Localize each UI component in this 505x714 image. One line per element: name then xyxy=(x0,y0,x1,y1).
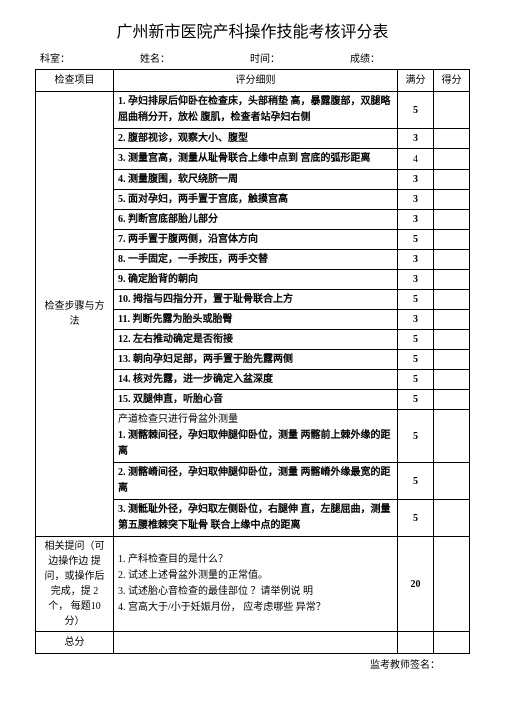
got-cell xyxy=(434,370,470,390)
got-cell xyxy=(434,270,470,290)
total-full xyxy=(398,632,434,654)
detail-cell: 4. 测量腹围，软尺绕脐一周 xyxy=(114,170,398,190)
section3-label: 相关提问（可边操作边 提问，或操作后 完成，提 2 个， 每题10 分） xyxy=(36,537,114,632)
got-cell xyxy=(434,210,470,230)
total-detail xyxy=(114,632,398,654)
got-cell xyxy=(434,330,470,350)
detail-cell: 12. 左右推动确定是否衔接 xyxy=(114,330,398,350)
got-cell xyxy=(434,410,470,463)
section1-label: 检查步骤与方法 xyxy=(36,92,114,537)
got-cell xyxy=(434,149,470,170)
detail-cell: 10. 拇指与四指分开，置于耻骨联合上方 xyxy=(114,290,398,310)
full-cell: 3 xyxy=(398,270,434,290)
detail-cell: 7. 两手置于腹两侧，沿宫体方向 xyxy=(114,230,398,250)
detail-cell: 13. 朝向孕妇足部，两手置于胎先露两侧 xyxy=(114,350,398,370)
got-cell xyxy=(434,463,470,500)
full-cell: 5 xyxy=(398,350,434,370)
got-cell xyxy=(434,290,470,310)
table-header-row: 检查项目 评分细则 满分 得分 xyxy=(36,70,470,92)
col-got-header: 得分 xyxy=(434,70,470,92)
score-table: 检查项目 评分细则 满分 得分 检查步骤与方法 1. 孕妇排尿后仰卧在检查床，头… xyxy=(35,69,470,654)
detail-cell: 15. 双腿伸直，听胎心音 xyxy=(114,390,398,410)
got-cell xyxy=(434,170,470,190)
got-cell xyxy=(434,310,470,330)
detail-cell: 1. 孕妇排尿后仰卧在检查床，头部稍垫 高，暴露腹部，双腿略屈曲稍分开，放松 腹… xyxy=(114,92,398,129)
section2-intro: 产道检查只进行骨盆外测量 xyxy=(118,412,393,428)
detail-cell: 产道检查只进行骨盆外测量 1. 测髂棘间径，孕妇取伸腿仰卧位，测量 两髂前上棘外… xyxy=(114,410,398,463)
full-cell: 3 xyxy=(398,310,434,330)
full-cell: 5 xyxy=(398,290,434,310)
full-cell: 5 xyxy=(398,92,434,129)
full-cell: 5 xyxy=(398,330,434,350)
detail-cell: 5. 面对孕妇，两手置于宫底，触摸宫高 xyxy=(114,190,398,210)
col-full-header: 满分 xyxy=(398,70,434,92)
signature-label: 监考教师签名： xyxy=(35,656,470,671)
full-cell: 3 xyxy=(398,170,434,190)
detail-cell: 2. 测髂嵴间径，孕妇取伸腿仰卧位，测量 两髂嵴外缘最宽的距离 xyxy=(114,463,398,500)
dept-label: 科室： xyxy=(40,50,140,65)
detail-cell: 14. 核对先露，进一步确定入盆深度 xyxy=(114,370,398,390)
table-row: 相关提问（可边操作边 提问，或操作后 完成，提 2 个， 每题10 分） 1. … xyxy=(36,537,470,632)
time-label: 时间： xyxy=(250,50,350,65)
table-row: 检查步骤与方法 1. 孕妇排尿后仰卧在检查床，头部稍垫 高，暴露腹部，双腿略屈曲… xyxy=(36,92,470,129)
detail-cell: 8. 一手固定，一手按压，两手交替 xyxy=(114,250,398,270)
got-cell xyxy=(434,250,470,270)
full-cell: 3 xyxy=(398,210,434,230)
col-item-header: 检查项目 xyxy=(36,70,114,92)
section3-detail: 1. 产科检查目的是什么？ 2. 试述上述骨盆外测量的正常值。 3. 试述胎心音… xyxy=(114,537,398,632)
section2-detail: 1. 测髂棘间径，孕妇取伸腿仰卧位，测量 两髂前上棘外缘的距离 xyxy=(118,428,393,460)
got-cell xyxy=(434,129,470,149)
full-cell: 3 xyxy=(398,250,434,270)
full-cell: 3 xyxy=(398,129,434,149)
detail-cell: 3. 测量宫高，测量从耻骨联合上缘中点到 宫底的弧形距离 xyxy=(114,149,398,170)
total-got xyxy=(434,632,470,654)
got-cell xyxy=(434,390,470,410)
full-cell: 5 xyxy=(398,500,434,537)
detail-cell: 6. 判断宫底部胎儿部分 xyxy=(114,210,398,230)
got-cell xyxy=(434,190,470,210)
full-cell: 4 xyxy=(398,149,434,170)
detail-cell: 9. 确定胎背的朝向 xyxy=(114,270,398,290)
page-title: 广州新市医院产科操作技能考核评分表 xyxy=(35,18,470,42)
total-label: 总分 xyxy=(36,632,114,654)
got-cell xyxy=(434,350,470,370)
got-cell xyxy=(434,500,470,537)
total-row: 总分 xyxy=(36,632,470,654)
score-label: 成绩： xyxy=(350,50,430,65)
full-cell: 20 xyxy=(398,537,434,632)
full-cell: 5 xyxy=(398,230,434,250)
got-cell xyxy=(434,537,470,632)
full-cell: 5 xyxy=(398,370,434,390)
detail-cell: 3. 测骶耻外径，孕妇取左侧卧位，右腿伸 直，左腿屈曲，测量第五腰椎棘突下耻骨 … xyxy=(114,500,398,537)
full-cell: 3 xyxy=(398,190,434,210)
full-cell: 5 xyxy=(398,410,434,463)
col-detail-header: 评分细则 xyxy=(114,70,398,92)
detail-cell: 11. 判断先露为胎头或胎臀 xyxy=(114,310,398,330)
header-row: 科室： 姓名： 时间： 成绩： xyxy=(35,50,470,65)
name-label: 姓名： xyxy=(140,50,250,65)
full-cell: 5 xyxy=(398,390,434,410)
got-cell xyxy=(434,230,470,250)
detail-cell: 2. 腹部视诊，观察大小、腹型 xyxy=(114,129,398,149)
full-cell: 5 xyxy=(398,463,434,500)
got-cell xyxy=(434,92,470,129)
